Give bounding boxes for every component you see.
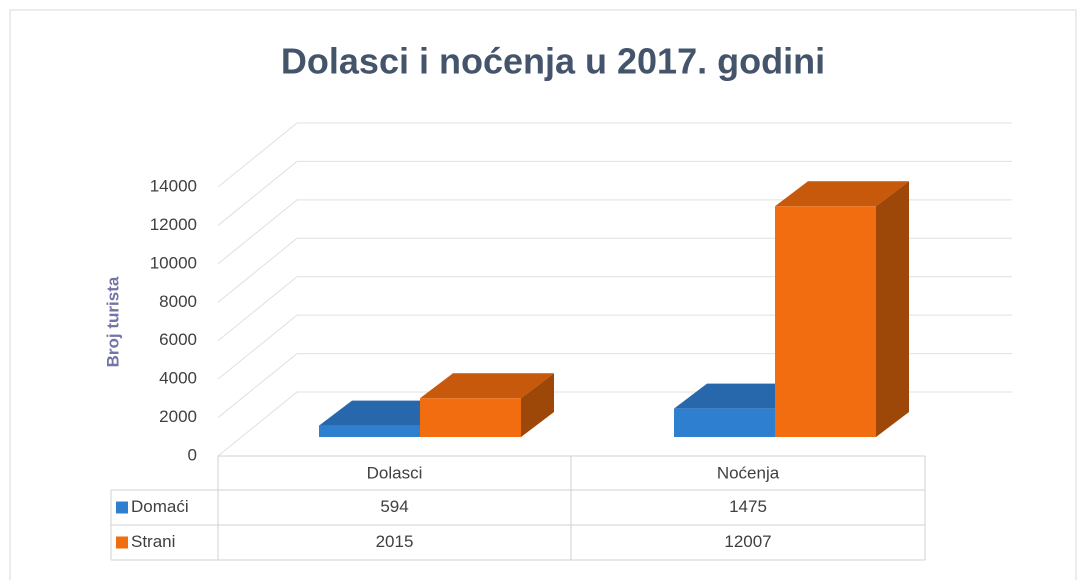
x-tick-label: Noćenja	[717, 463, 780, 482]
table-value: 1475	[729, 497, 767, 516]
grid-line	[217, 353, 1012, 418]
y-tick-label: 8000	[159, 292, 197, 311]
bar-side	[521, 373, 554, 437]
bar	[420, 373, 554, 437]
bar-top	[674, 383, 808, 409]
bar-top	[319, 400, 453, 426]
bar-front	[674, 408, 775, 437]
bar	[775, 181, 909, 437]
bar-front	[319, 425, 420, 437]
bar-top-shade	[775, 181, 909, 207]
bar-side-shade	[876, 181, 909, 437]
grid-line	[217, 314, 1012, 380]
y-tick-label: 2000	[159, 407, 197, 426]
chart-title: Dolasci i noćenja u 2017. godini	[281, 41, 825, 82]
y-tick-label: 6000	[159, 330, 197, 349]
bar-top	[775, 181, 909, 207]
y-tick-label: 12000	[150, 215, 197, 234]
y-tick-label: 10000	[150, 253, 197, 272]
bar-front	[775, 206, 876, 437]
grid-line	[217, 276, 1012, 342]
grid-line	[217, 122, 1012, 188]
legend-label: Strani	[131, 532, 175, 551]
legend-label: Domaći	[131, 497, 189, 516]
table-value: 2015	[376, 532, 414, 551]
y-tick-label: 4000	[159, 369, 197, 388]
bar-front	[420, 398, 521, 437]
grid-line	[217, 160, 1012, 226]
legend-swatch	[116, 501, 128, 514]
grid-line	[217, 199, 1012, 265]
bar-top	[420, 373, 554, 399]
bar-side-shade	[521, 373, 554, 437]
y-axis-label: Broj turista	[103, 276, 122, 367]
x-tick-label: Dolasci	[367, 463, 423, 482]
table-value: 12007	[724, 532, 771, 551]
table-value: 594	[380, 497, 408, 516]
legend-swatch	[116, 536, 128, 549]
bar-top-shade	[674, 383, 808, 409]
y-tick-label: 0	[188, 445, 197, 464]
bar-top-shade	[420, 373, 554, 399]
bar-side	[876, 181, 909, 437]
y-tick-label: 14000	[150, 176, 197, 195]
bar-top-shade	[319, 400, 453, 426]
grid-line	[217, 237, 1012, 303]
